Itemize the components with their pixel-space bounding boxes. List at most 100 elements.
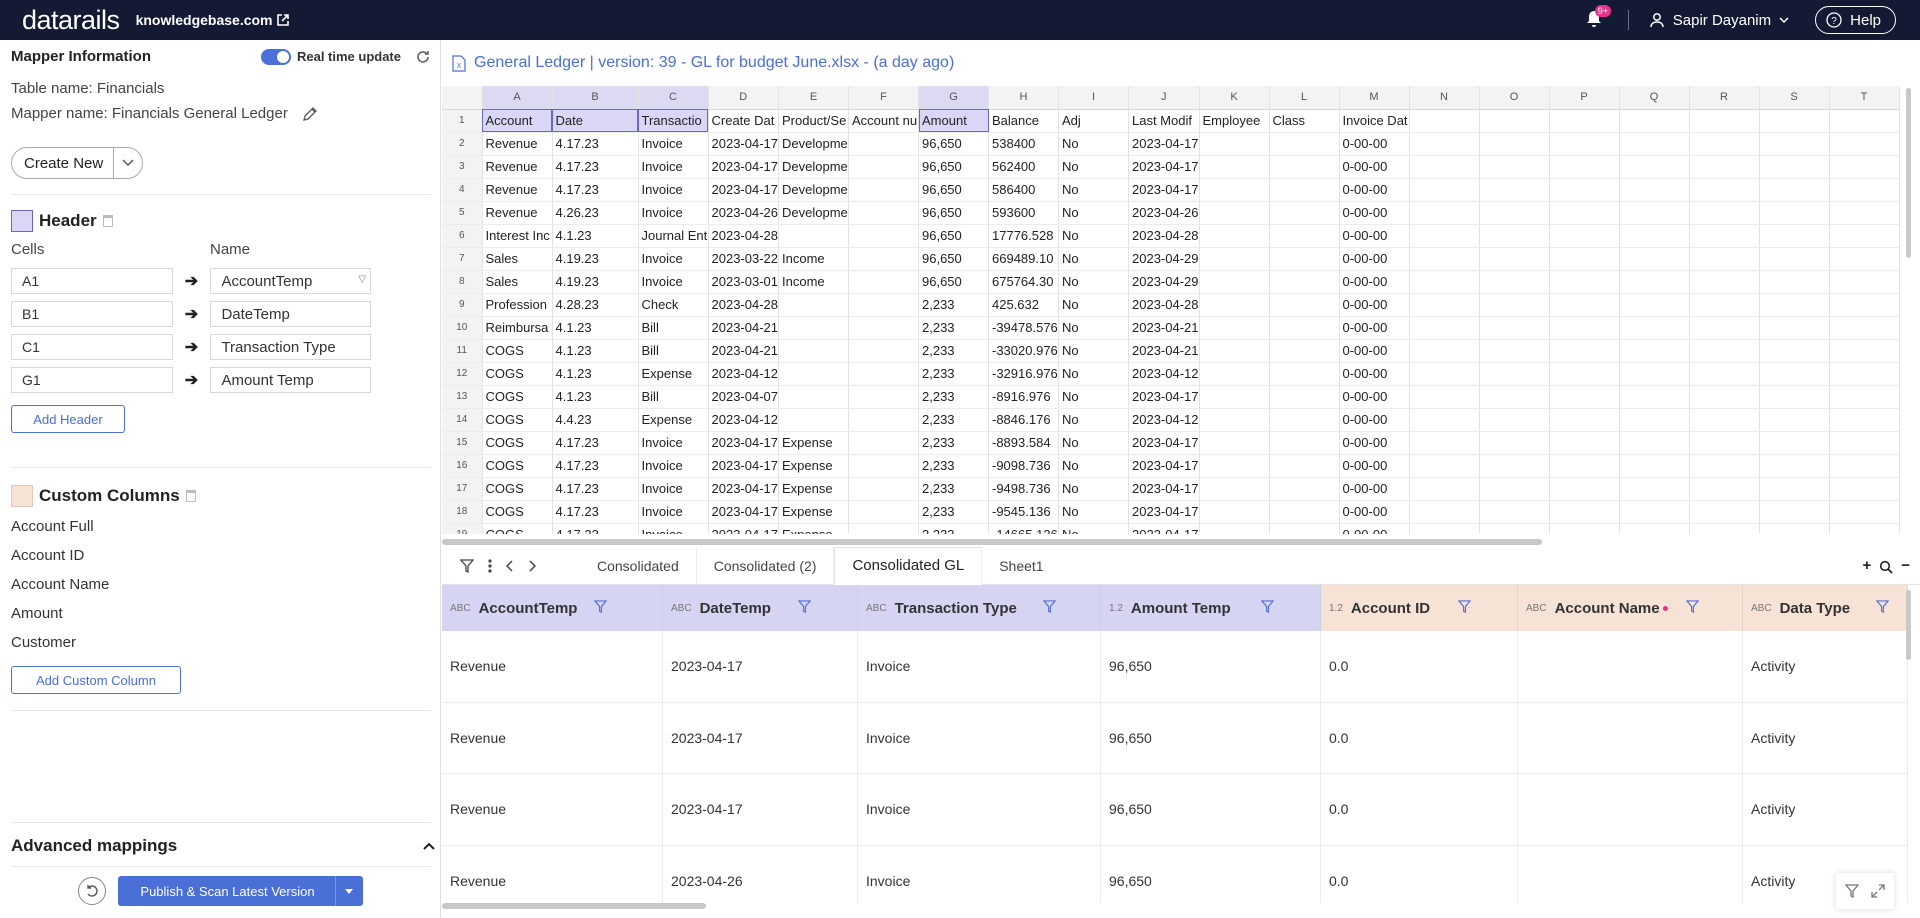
sheet-cell[interactable]: No <box>1058 362 1129 386</box>
sheet-cell[interactable] <box>1689 201 1760 225</box>
sheet-cell[interactable] <box>1689 109 1760 133</box>
sheet-cell[interactable] <box>1759 454 1830 478</box>
sheet-cell[interactable]: Account nu <box>848 109 919 133</box>
sheet-cell[interactable] <box>1549 523 1620 534</box>
sheet-cell[interactable]: 0-00-00 <box>1339 270 1410 294</box>
sheet-cell[interactable] <box>1199 431 1270 455</box>
sheet-cell[interactable] <box>1199 270 1270 294</box>
sheet-cell[interactable]: 2023-04-21 <box>708 339 779 363</box>
grid-cell[interactable]: Invoice <box>858 845 1101 903</box>
sheet-cell[interactable]: 0-00-00 <box>1339 224 1410 248</box>
sheet-cell[interactable]: 2023-04-17 <box>708 178 779 202</box>
sheet-cell[interactable] <box>1409 132 1480 156</box>
expand-icon[interactable] <box>1871 884 1885 898</box>
sheet-cell[interactable] <box>848 316 919 340</box>
sheet-cell[interactable]: 538400 <box>988 132 1059 156</box>
sheet-cell[interactable] <box>1759 109 1830 133</box>
sheet-cell[interactable] <box>1269 477 1340 501</box>
sheet-cell[interactable]: Invoice <box>638 132 709 156</box>
sheet-cell[interactable] <box>1759 431 1830 455</box>
column-letter-g[interactable]: G <box>918 86 989 110</box>
sheet-cell[interactable]: Sales <box>482 270 553 294</box>
add-header-button[interactable]: Add Header <box>11 405 125 433</box>
sheet-cell[interactable]: 4.1.23 <box>552 224 639 248</box>
sheet-cell[interactable]: 0-00-00 <box>1339 178 1410 202</box>
row-number[interactable]: 15 <box>442 431 483 455</box>
sheet-cell[interactable]: -14665.136 <box>988 523 1059 534</box>
sheet-cell[interactable] <box>1829 477 1900 501</box>
sheet-cell[interactable]: 4.17.23 <box>552 155 639 179</box>
column-letter-c[interactable]: C <box>638 86 709 110</box>
grid-row[interactable]: Revenue 2023-04-26 Invoice 96,650 0.0 Activit… <box>442 845 1908 903</box>
sheet-cell[interactable] <box>1549 362 1620 386</box>
sheet-cell[interactable] <box>1759 523 1830 534</box>
advanced-mappings-header[interactable]: Advanced mappings <box>11 836 435 856</box>
datarails-logo[interactable]: datarails <box>22 4 120 35</box>
sheet-cell[interactable] <box>1479 155 1550 179</box>
row-number[interactable]: 1 <box>442 109 483 133</box>
sheet-cell[interactable]: Bill <box>638 316 709 340</box>
filter-icon[interactable] <box>1042 599 1057 617</box>
sheet-cell[interactable]: 0-00-00 <box>1339 132 1410 156</box>
sheet-cell[interactable]: Interest Inc <box>482 224 553 248</box>
row-number[interactable]: 4 <box>442 178 483 202</box>
sheet-cell[interactable]: Developme <box>778 132 849 156</box>
column-letter-p[interactable]: P <box>1549 86 1620 110</box>
sheet-cell[interactable]: 2023-04-17 <box>708 500 779 524</box>
sheet-cell[interactable] <box>1199 454 1270 478</box>
sheet-cell[interactable] <box>848 178 919 202</box>
tab-consolidated[interactable]: Consolidated <box>580 546 697 585</box>
sheet-cell[interactable]: Account <box>482 109 553 133</box>
sheet-cell[interactable]: Invoice Dat <box>1339 109 1410 133</box>
sheet-cell[interactable] <box>1199 500 1270 524</box>
sheet-cell[interactable] <box>1199 408 1270 432</box>
sheet-cell[interactable] <box>1829 109 1900 133</box>
sheet-cell[interactable] <box>848 155 919 179</box>
row-number[interactable]: 14 <box>442 408 483 432</box>
sheet-cell[interactable] <box>1269 178 1340 202</box>
mapped-data-grid[interactable]: ABC AccountTemp ABC DateTemp ABC Transaction … <box>442 585 1908 903</box>
sheet-cell[interactable] <box>1479 293 1550 317</box>
sheet-cell[interactable]: 96,650 <box>918 201 989 225</box>
sheet-cell[interactable]: Bill <box>638 385 709 409</box>
grid-cell[interactable] <box>1518 631 1743 702</box>
sheet-cell[interactable]: 4.17.23 <box>552 500 639 524</box>
grid-cell[interactable]: Revenue <box>442 631 663 702</box>
sheet-cell[interactable] <box>1619 201 1690 225</box>
sheet-cell[interactable] <box>778 293 849 317</box>
sheet-cell[interactable]: 96,650 <box>918 224 989 248</box>
sheet-cell[interactable] <box>1619 500 1690 524</box>
grid-cell[interactable]: Invoice <box>858 631 1101 702</box>
grid-column-header[interactable]: ABC Transaction Type <box>858 585 1101 631</box>
custom-column-item[interactable]: Customer <box>11 634 77 651</box>
sheet-cell[interactable]: 2,233 <box>918 454 989 478</box>
zoom-out-icon[interactable]: − <box>1901 557 1910 574</box>
grid-column-header[interactable]: ABC AccountTemp <box>442 585 663 631</box>
filter-icon[interactable] <box>460 558 474 573</box>
sheet-cell[interactable]: No <box>1058 523 1129 534</box>
sheet-cell[interactable] <box>1409 362 1480 386</box>
sheet-cell[interactable]: 4.17.23 <box>552 523 639 534</box>
row-number[interactable]: 3 <box>442 155 483 179</box>
sheet-cell[interactable] <box>1829 201 1900 225</box>
sheet-cell[interactable] <box>1199 132 1270 156</box>
cell-input[interactable]: C1 <box>11 334 173 360</box>
sheet-cell[interactable] <box>778 385 849 409</box>
sheet-cell[interactable] <box>778 362 849 386</box>
sheet-cell[interactable] <box>1409 316 1480 340</box>
sheet-cell[interactable]: Create Dat <box>708 109 779 133</box>
sheet-cell[interactable]: 17776.528 <box>988 224 1059 248</box>
sheet-cell[interactable]: COGS <box>482 477 553 501</box>
grid-cell[interactable]: 0.0 <box>1321 702 1518 773</box>
sheet-cell[interactable] <box>1829 155 1900 179</box>
sheet-cell[interactable] <box>1759 477 1830 501</box>
sheet-cell[interactable]: 2023-04-17 <box>1128 431 1200 455</box>
sheet-cell[interactable]: Sales <box>482 247 553 271</box>
sheet-cell[interactable] <box>1409 155 1480 179</box>
sheet-cell[interactable] <box>1549 155 1620 179</box>
sheet-cell[interactable] <box>848 454 919 478</box>
sheet-cell[interactable] <box>1689 132 1760 156</box>
sheet-cell[interactable]: Last Modif <box>1128 109 1200 133</box>
sheet-cell[interactable] <box>1619 316 1690 340</box>
